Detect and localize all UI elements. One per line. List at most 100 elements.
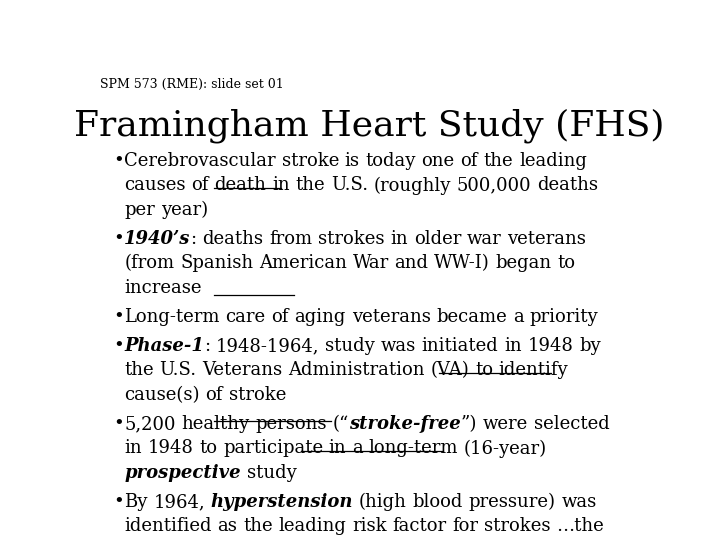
Text: the: the (243, 517, 273, 535)
Text: War: War (353, 254, 389, 272)
Text: SPM 573 (RME): slide set 01: SPM 573 (RME): slide set 01 (100, 78, 284, 91)
Text: hyperstension: hyperstension (211, 493, 354, 511)
Text: strokes: strokes (318, 230, 384, 248)
Text: deaths: deaths (202, 230, 264, 248)
Text: prospective: prospective (124, 464, 240, 482)
Text: long-term: long-term (369, 440, 458, 457)
Text: aging: aging (294, 308, 346, 326)
Text: cause(s): cause(s) (124, 386, 199, 404)
Text: the: the (296, 177, 325, 194)
Text: in: in (124, 440, 142, 457)
Text: a: a (352, 440, 363, 457)
Text: Framingham Heart Study (FHS): Framingham Heart Study (FHS) (73, 109, 665, 143)
Text: •: • (114, 230, 124, 248)
Text: for: for (452, 517, 478, 535)
Text: by: by (579, 337, 600, 355)
Text: care: care (225, 308, 266, 326)
Text: Phase-1: Phase-1 (124, 337, 204, 355)
Text: risk: risk (352, 517, 387, 535)
Text: Cerebrovascular: Cerebrovascular (124, 152, 276, 170)
Text: (16-year): (16-year) (464, 440, 547, 457)
Text: veterans: veterans (508, 230, 586, 248)
Text: :: : (204, 337, 210, 355)
Text: selected: selected (534, 415, 609, 433)
Text: of: of (192, 177, 209, 194)
Text: leading: leading (279, 517, 346, 535)
Text: •: • (114, 415, 124, 433)
Text: identify: identify (499, 361, 568, 380)
Text: identified: identified (124, 517, 212, 535)
Text: 1964,: 1964, (153, 493, 205, 511)
Text: study: study (246, 464, 297, 482)
Text: •: • (114, 337, 124, 355)
Text: factor: factor (392, 517, 446, 535)
Text: Long-term: Long-term (124, 308, 220, 326)
Text: became: became (436, 308, 507, 326)
Text: 1948: 1948 (148, 440, 194, 457)
Text: 1940’s: 1940’s (124, 230, 191, 248)
Text: stroke: stroke (282, 152, 339, 170)
Text: in: in (504, 337, 522, 355)
Text: •: • (114, 308, 124, 326)
Text: in: in (329, 440, 346, 457)
Text: one: one (422, 152, 455, 170)
Text: 1948: 1948 (528, 337, 573, 355)
Text: as: as (217, 517, 238, 535)
Text: in: in (390, 230, 408, 248)
Text: strokes: strokes (484, 517, 551, 535)
Text: (VA): (VA) (431, 361, 469, 380)
Text: deaths: deaths (537, 177, 598, 194)
Text: a: a (513, 308, 523, 326)
Text: U.S.: U.S. (160, 361, 197, 380)
Text: war: war (467, 230, 502, 248)
Text: pressure): pressure) (469, 493, 556, 511)
Text: healthy: healthy (181, 415, 250, 433)
Text: (“: (“ (333, 415, 348, 433)
Text: to: to (199, 440, 217, 457)
Text: to: to (475, 361, 493, 380)
Text: veterans: veterans (351, 308, 431, 326)
Text: (from: (from (124, 254, 174, 272)
Text: …the: …the (557, 517, 604, 535)
Text: 500,000: 500,000 (457, 177, 531, 194)
Text: the: the (484, 152, 513, 170)
Text: and: and (395, 254, 428, 272)
Text: Veterans: Veterans (202, 361, 282, 380)
Text: was: was (381, 337, 416, 355)
Text: today: today (366, 152, 416, 170)
Text: death: death (215, 177, 266, 194)
Text: in: in (272, 177, 290, 194)
Text: is: is (345, 152, 360, 170)
Text: per: per (124, 201, 155, 219)
Text: •: • (114, 493, 124, 511)
Text: leading: leading (519, 152, 587, 170)
Text: stroke-free: stroke-free (348, 415, 461, 433)
Text: Administration: Administration (288, 361, 425, 380)
Text: from: from (269, 230, 312, 248)
Text: Spanish: Spanish (180, 254, 253, 272)
Text: of: of (205, 386, 222, 404)
Text: :: : (191, 230, 197, 248)
Text: 5,200: 5,200 (124, 415, 176, 433)
Text: year): year) (161, 201, 208, 219)
Text: increase: increase (124, 279, 202, 296)
Text: ”): ”) (461, 415, 477, 433)
Text: was: was (562, 493, 597, 511)
Text: blood: blood (413, 493, 463, 511)
Text: participate: participate (223, 440, 323, 457)
Text: to: to (558, 254, 576, 272)
Text: of: of (460, 152, 478, 170)
Text: priority: priority (529, 308, 598, 326)
Text: study: study (325, 337, 375, 355)
Text: causes: causes (124, 177, 186, 194)
Text: (high: (high (359, 493, 407, 511)
Text: began: began (496, 254, 552, 272)
Text: persons: persons (256, 415, 327, 433)
Text: By: By (124, 493, 148, 511)
Text: (roughly: (roughly (374, 177, 451, 194)
Text: WW-I): WW-I) (434, 254, 490, 272)
Text: •: • (114, 152, 124, 170)
Text: 1948-1964,: 1948-1964, (216, 337, 320, 355)
Text: stroke: stroke (228, 386, 286, 404)
Text: older: older (414, 230, 461, 248)
